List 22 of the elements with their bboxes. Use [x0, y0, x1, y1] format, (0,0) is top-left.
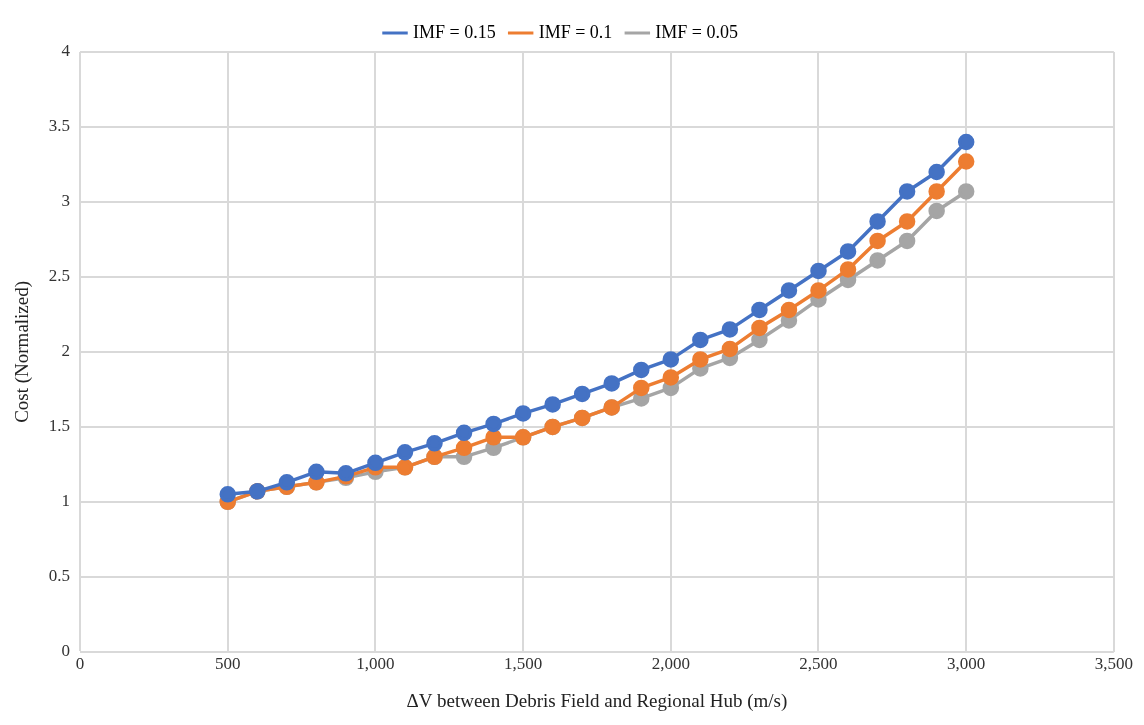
y-tick-label: 0	[61, 641, 71, 661]
legend-label: IMF = 0.05	[655, 21, 738, 42]
legend-label: IMF = 0.1	[538, 21, 613, 42]
x-tick-label: 3,000	[947, 654, 986, 674]
x-axis-title: ΔV between Debris Field and Regional Hub (m/s)	[406, 689, 788, 712]
x-tick-label: 1,000	[356, 654, 395, 674]
legend-label: IMF = 0.15	[413, 21, 496, 42]
y-tick-label: 4	[61, 41, 71, 61]
x-tick-label: 3,500	[1094, 654, 1133, 674]
y-tick-label: 2.5	[48, 266, 71, 286]
y-tick-label: 1.5	[48, 416, 71, 436]
y-tick-label: 0.5	[48, 566, 71, 586]
y-tick-label: 3	[61, 191, 71, 211]
x-tick-label: 0	[75, 654, 85, 674]
y-tick-label: 1	[61, 491, 71, 511]
y-axis-title: Cost (Normalized)	[11, 280, 34, 423]
y-tick-label: 2	[61, 341, 71, 361]
x-tick-label: 1,500	[503, 654, 543, 674]
x-tick-label: 2,000	[651, 654, 690, 674]
x-tick-label: 500	[214, 654, 241, 674]
y-tick-label: 3.5	[48, 116, 71, 136]
x-tick-label: 2,500	[799, 654, 838, 674]
